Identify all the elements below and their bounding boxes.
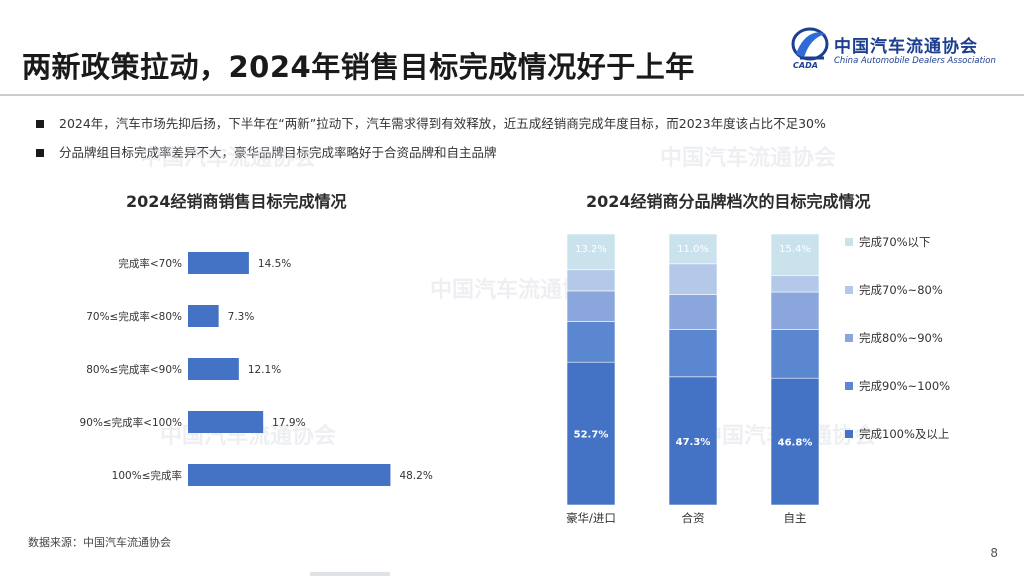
- right-chart-title: 2024经销商分品牌档次的目标完成情况: [586, 192, 871, 211]
- legend-swatch: [845, 334, 853, 342]
- legend-label: 完成70%以下: [859, 235, 931, 249]
- stacked-segment: [668, 233, 718, 265]
- stacked-segment: [566, 233, 616, 271]
- value-label: 48.2%: [399, 470, 432, 482]
- category-label: 90%≤完成率<100%: [80, 416, 182, 429]
- legend-label: 完成70%~80%: [859, 283, 943, 297]
- value-label: 14.5%: [258, 258, 291, 270]
- stacked-segment: [770, 329, 820, 379]
- segment-value-label: 47.3%: [676, 437, 711, 448]
- value-label: 17.9%: [272, 417, 305, 429]
- stacked-segment: [566, 361, 616, 506]
- category-label: 100%≤完成率: [112, 469, 182, 482]
- footer-bar: [310, 572, 390, 576]
- stacked-segment: [566, 290, 616, 322]
- page-title: 两新政策拉动，2024年销售目标完成情况好于上年: [22, 50, 695, 84]
- stacked-segment: [566, 269, 616, 292]
- legend-swatch: [845, 286, 853, 294]
- bullet-item: 2024年，汽车市场先抑后扬，下半年在“两新”拉动下，汽车需求得到有效释放，近五…: [36, 116, 1006, 132]
- segment-value-label: 52.7%: [574, 430, 609, 441]
- segment-value-label: 13.2%: [575, 244, 607, 255]
- left-chart-title: 2024经销商销售目标完成情况: [126, 192, 347, 211]
- value-label: 12.1%: [248, 364, 281, 376]
- stacked-segment: [770, 291, 820, 330]
- legend-swatch: [845, 238, 853, 246]
- category-label: 自主: [784, 511, 807, 525]
- category-label: 80%≤完成率<90%: [86, 363, 182, 376]
- legend-swatch: [845, 382, 853, 390]
- logo-name-en: China Automobile Dealers Association: [834, 56, 996, 66]
- bar: [188, 464, 391, 486]
- legend-item: 完成90%~100%: [845, 379, 950, 393]
- legend-item: 完成70%以下: [845, 235, 931, 249]
- bullet-item: 分品牌组目标完成率差异不大，豪华品牌目标完成率略好于合资品牌和自主品牌: [36, 145, 1006, 161]
- segment-value-label: 46.8%: [778, 438, 813, 449]
- segment-value-label: 15.4%: [779, 244, 811, 255]
- cada-logo-icon: CADA: [791, 27, 829, 70]
- legend-item: 完成100%及以上: [845, 427, 949, 441]
- legend-item: 完成70%~80%: [845, 283, 943, 297]
- legend-label: 完成90%~100%: [859, 379, 950, 393]
- bar: [188, 305, 219, 327]
- stacked-segment: [668, 294, 718, 330]
- bar: [188, 358, 239, 380]
- category-label: 豪华/进口: [566, 511, 616, 525]
- brand-stacked-bar-chart: 52.7% 13.2% 豪华/进口 47.3% 11.0% 合资 46.8% 15.4% 自主 完…: [566, 233, 950, 525]
- logo-name-cn: 中国汽车流通协会: [834, 37, 978, 57]
- category-label: 70%≤完成率<80%: [86, 310, 182, 323]
- category-label: 完成率<70%: [118, 257, 182, 270]
- segment-value-label: 11.0%: [677, 244, 709, 255]
- bar: [188, 411, 264, 433]
- page-number: 8: [990, 546, 998, 560]
- stacked-segment: [668, 329, 718, 378]
- stacked-segment: [770, 275, 820, 293]
- legend-label: 完成80%~90%: [859, 331, 943, 345]
- stacked-segment: [770, 233, 820, 277]
- header-divider: [0, 94, 1024, 96]
- stacked-segment: [668, 263, 718, 295]
- category-label: 合资: [682, 511, 705, 525]
- legend-item: 完成80%~90%: [845, 331, 943, 345]
- stacked-segment: [770, 377, 820, 506]
- legend-swatch: [845, 430, 853, 438]
- value-label: 7.3%: [228, 311, 255, 323]
- stacked-segment: [566, 321, 616, 363]
- cada-logo: CADA 中国汽车流通协会 China Automobile Dealers A…: [790, 22, 1010, 72]
- completion-bar-chart: 完成率<70% 14.5% 70%≤完成率<80% 7.3% 80%≤完成率<90% 12…: [80, 252, 433, 486]
- legend-label: 完成100%及以上: [859, 427, 949, 441]
- bar: [188, 252, 249, 274]
- bullet-list: 2024年，汽车市场先抑后扬，下半年在“两新”拉动下，汽车需求得到有效释放，近五…: [36, 116, 1006, 174]
- data-source-note: 数据来源：中国汽车流通协会: [28, 536, 171, 549]
- logo-abbr: CADA: [793, 61, 818, 70]
